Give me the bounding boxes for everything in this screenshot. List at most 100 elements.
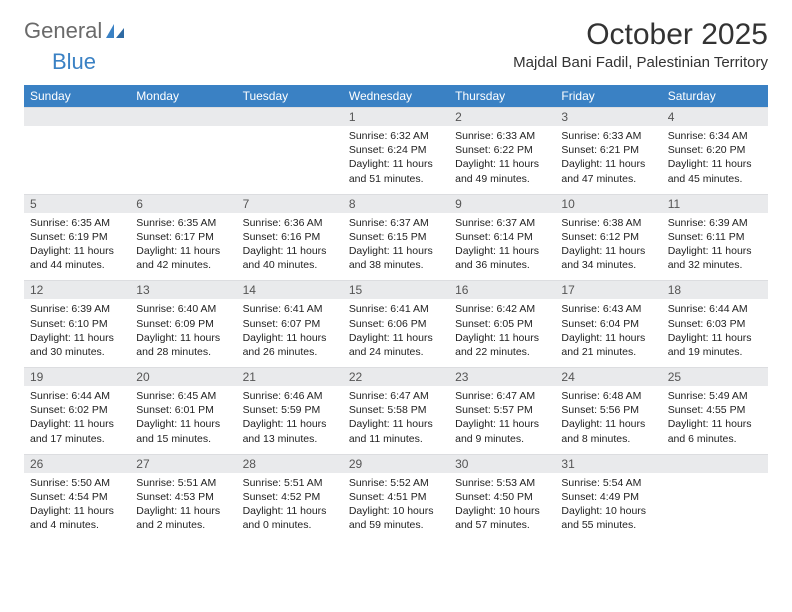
day-body: Sunrise: 6:47 AMSunset: 5:57 PMDaylight:…: [449, 386, 555, 454]
location-subtitle: Majdal Bani Fadil, Palestinian Territory: [513, 54, 768, 71]
daylight-line: Daylight: 11 hours and 36 minutes.: [455, 245, 539, 271]
day-number: 18: [662, 280, 768, 299]
calendar-cell: 21Sunrise: 6:46 AMSunset: 5:59 PMDayligh…: [237, 367, 343, 454]
calendar-cell: 30Sunrise: 5:53 AMSunset: 4:50 PMDayligh…: [449, 454, 555, 541]
calendar-cell: 16Sunrise: 6:42 AMSunset: 6:05 PMDayligh…: [449, 280, 555, 367]
day-number: 21: [237, 367, 343, 386]
day-number: 15: [343, 280, 449, 299]
sunrise-line: Sunrise: 6:44 AM: [30, 390, 110, 402]
day-body: Sunrise: 6:37 AMSunset: 6:15 PMDaylight:…: [343, 213, 449, 281]
daylight-line: Daylight: 11 hours and 19 minutes.: [668, 332, 752, 358]
col-thu: Thursday: [449, 85, 555, 107]
sunset-line: Sunset: 6:12 PM: [561, 231, 639, 243]
day-number: 30: [449, 454, 555, 473]
day-body: Sunrise: 6:43 AMSunset: 6:04 PMDaylight:…: [555, 299, 661, 367]
sunset-line: Sunset: 6:02 PM: [30, 404, 108, 416]
day-body: Sunrise: 6:48 AMSunset: 5:56 PMDaylight:…: [555, 386, 661, 454]
brand-part1: General: [24, 18, 102, 44]
day-number: 8: [343, 194, 449, 213]
sunset-line: Sunset: 6:21 PM: [561, 144, 639, 156]
calendar-cell: 22Sunrise: 6:47 AMSunset: 5:58 PMDayligh…: [343, 367, 449, 454]
sunset-line: Sunset: 6:03 PM: [668, 318, 746, 330]
sunrise-line: Sunrise: 5:50 AM: [30, 477, 110, 489]
sunrise-line: Sunrise: 6:41 AM: [243, 303, 323, 315]
daylight-line: Daylight: 11 hours and 0 minutes.: [243, 505, 327, 531]
sunrise-line: Sunrise: 6:40 AM: [136, 303, 216, 315]
sunset-line: Sunset: 6:19 PM: [30, 231, 108, 243]
daylight-line: Daylight: 11 hours and 8 minutes.: [561, 418, 645, 444]
sunrise-line: Sunrise: 6:42 AM: [455, 303, 535, 315]
daylight-line: Daylight: 11 hours and 21 minutes.: [561, 332, 645, 358]
day-body: Sunrise: 6:44 AM Sunset: 6:03 PM Daylight:…: [662, 299, 768, 367]
sunrise-line: Sunrise: 6:37 AM: [349, 217, 429, 229]
calendar-body: 1Sunrise: 6:32 AMSunset: 6:24 PMDaylight…: [24, 107, 768, 540]
sunset-line: Sunset: 5:58 PM: [349, 404, 427, 416]
col-tue: Tuesday: [237, 85, 343, 107]
daylight-line: Daylight: 11 hours and 15 minutes.: [136, 418, 220, 444]
calendar-cell: 3Sunrise: 6:33 AMSunset: 6:21 PMDaylight…: [555, 107, 661, 194]
daylight-line: Daylight: 10 hours and 55 minutes.: [561, 505, 646, 531]
sunset-line: Sunset: 4:55 PM: [668, 404, 746, 416]
col-sat: Saturday: [662, 85, 768, 107]
calendar-cell: [24, 107, 130, 194]
sunset-line: Sunset: 6:20 PM: [668, 144, 746, 156]
day-body: Sunrise: 6:39 AMSunset: 6:10 PMDaylight:…: [24, 299, 130, 367]
sunrise-line: Sunrise: 6:38 AM: [561, 217, 641, 229]
day-number: 3: [555, 107, 661, 126]
daylight-line: Daylight: 11 hours and 30 minutes.: [30, 332, 114, 358]
calendar-cell: 27Sunrise: 5:51 AMSunset: 4:53 PMDayligh…: [130, 454, 236, 541]
sunset-line: Sunset: 4:52 PM: [243, 491, 321, 503]
daylight-line: Daylight: 11 hours and 45 minutes.: [668, 158, 752, 184]
day-body: [237, 126, 343, 193]
sails-icon: [104, 22, 126, 40]
day-body: Sunrise: 5:52 AMSunset: 4:51 PMDaylight:…: [343, 473, 449, 541]
sunset-line: Sunset: 6:15 PM: [349, 231, 427, 243]
daylight-line: Daylight: 11 hours and 4 minutes.: [30, 505, 114, 531]
sunset-line: Sunset: 6:24 PM: [349, 144, 427, 156]
day-number: 5: [24, 194, 130, 213]
calendar-table: Sunday Monday Tuesday Wednesday Thursday…: [24, 85, 768, 540]
sunset-line: Sunset: 6:06 PM: [349, 318, 427, 330]
brand-part2: Blue: [52, 49, 96, 74]
calendar-cell: 20Sunrise: 6:45 AMSunset: 6:01 PMDayligh…: [130, 367, 236, 454]
day-body: Sunrise: 5:53 AMSunset: 4:50 PMDaylight:…: [449, 473, 555, 541]
calendar-cell: 5Sunrise: 6:35 AMSunset: 6:19 PMDaylight…: [24, 194, 130, 281]
brand-logo: General: [24, 18, 126, 44]
page-title: October 2025: [513, 18, 768, 52]
day-body: Sunrise: 5:50 AM Sunset: 4:54 PM Daylight:…: [24, 473, 130, 541]
sunset-line: Sunset: 6:04 PM: [561, 318, 639, 330]
calendar-head: Sunday Monday Tuesday Wednesday Thursday…: [24, 85, 768, 107]
sunrise-line: Sunrise: 6:37 AM: [455, 217, 535, 229]
sunrise-line: Sunrise: 6:44 AM: [668, 303, 748, 315]
sunset-line: Sunset: 4:54 PM: [30, 491, 108, 503]
sunset-line: Sunset: 6:07 PM: [243, 318, 321, 330]
day-number: 12: [24, 280, 130, 299]
col-wed: Wednesday: [343, 85, 449, 107]
day-number: 17: [555, 280, 661, 299]
calendar-cell: 2Sunrise: 6:33 AMSunset: 6:22 PMDaylight…: [449, 107, 555, 194]
day-body: Sunrise: 6:47 AMSunset: 5:58 PMDaylight:…: [343, 386, 449, 454]
col-sun: Sunday: [24, 85, 130, 107]
day-number: 2: [449, 107, 555, 126]
daylight-line: Daylight: 11 hours and 2 minutes.: [136, 505, 220, 531]
day-body: Sunrise: 5:51 AMSunset: 4:53 PMDaylight:…: [130, 473, 236, 541]
day-body: Sunrise: 6:42 AMSunset: 6:05 PMDaylight:…: [449, 299, 555, 367]
day-body: Sunrise: 6:36 AMSunset: 6:16 PMDaylight:…: [237, 213, 343, 281]
sunrise-line: Sunrise: 6:39 AM: [30, 303, 110, 315]
calendar-cell: 4Sunrise: 6:34 AMSunset: 6:20 PMDaylight…: [662, 107, 768, 194]
sunrise-line: Sunrise: 5:51 AM: [243, 477, 323, 489]
day-body: Sunrise: 6:34 AMSunset: 6:20 PMDaylight:…: [662, 126, 768, 194]
sunrise-line: Sunrise: 6:47 AM: [455, 390, 535, 402]
col-fri: Friday: [555, 85, 661, 107]
calendar-cell: 1Sunrise: 6:32 AMSunset: 6:24 PMDaylight…: [343, 107, 449, 194]
table-row: 1Sunrise: 6:32 AMSunset: 6:24 PMDaylight…: [24, 107, 768, 194]
sunset-line: Sunset: 6:17 PM: [136, 231, 214, 243]
daylight-line: Daylight: 11 hours and 32 minutes.: [668, 245, 752, 271]
daylight-line: Daylight: 11 hours and 40 minutes.: [243, 245, 327, 271]
sunset-line: Sunset: 4:53 PM: [136, 491, 214, 503]
day-number: 6: [130, 194, 236, 213]
day-number: [130, 107, 236, 126]
calendar-cell: 11Sunrise: 6:39 AMSunset: 6:11 PMDayligh…: [662, 194, 768, 281]
day-body: Sunrise: 6:38 AMSunset: 6:12 PMDaylight:…: [555, 213, 661, 281]
daylight-line: Daylight: 11 hours and 47 minutes.: [561, 158, 645, 184]
